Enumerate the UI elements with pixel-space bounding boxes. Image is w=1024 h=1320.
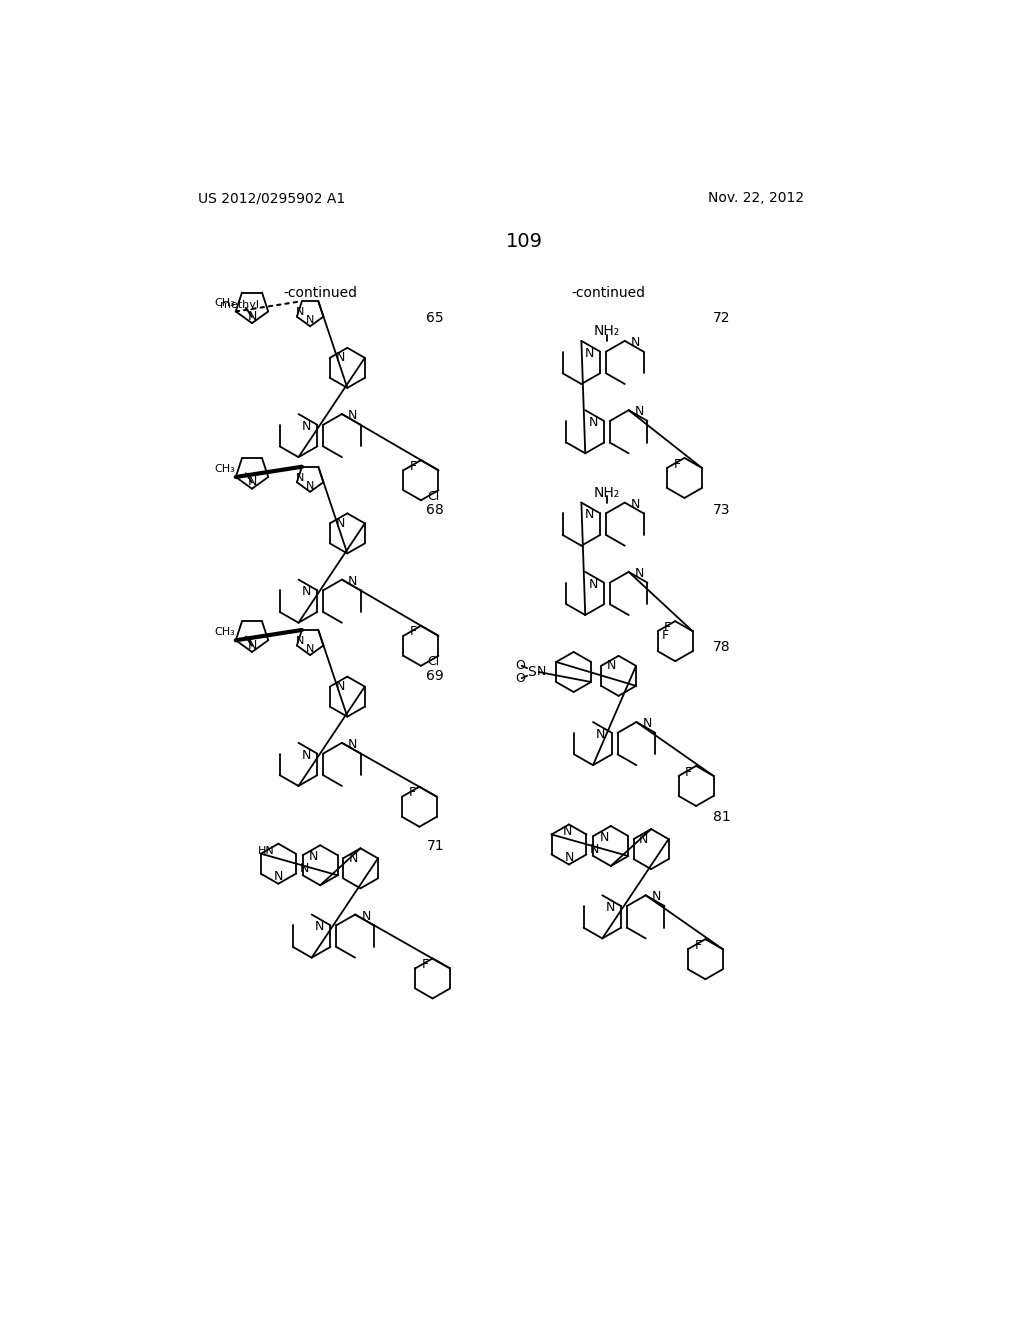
Text: N: N: [348, 574, 357, 587]
Text: F: F: [674, 458, 681, 471]
Text: N: N: [643, 717, 652, 730]
Text: N: N: [631, 335, 640, 348]
Text: N: N: [348, 409, 357, 422]
Text: N: N: [589, 416, 598, 429]
Text: O: O: [515, 672, 525, 685]
Text: CH₃: CH₃: [214, 627, 234, 638]
Text: -continued: -continued: [284, 286, 357, 300]
Text: Cl: Cl: [427, 490, 439, 503]
Text: HN: HN: [258, 846, 274, 855]
Text: N: N: [335, 517, 345, 529]
Text: N: N: [302, 748, 311, 762]
Text: N: N: [635, 405, 644, 418]
Text: N: N: [300, 862, 309, 875]
Text: F: F: [662, 628, 669, 642]
Text: N: N: [248, 639, 257, 652]
Text: F: F: [685, 766, 692, 779]
Text: CH₃: CH₃: [214, 298, 234, 308]
Text: N: N: [306, 315, 314, 325]
Text: NH₂: NH₂: [594, 323, 621, 338]
Text: Cl: Cl: [427, 656, 439, 668]
Text: N: N: [335, 680, 345, 693]
Text: N: N: [600, 832, 609, 843]
Text: N: N: [606, 659, 615, 672]
Text: N: N: [605, 902, 614, 915]
Text: CH₃: CH₃: [214, 463, 234, 474]
Text: F: F: [694, 939, 701, 952]
Text: N: N: [296, 308, 304, 317]
Text: 65: 65: [426, 310, 444, 325]
Text: N: N: [302, 420, 311, 433]
Text: NH₂: NH₂: [594, 486, 621, 499]
Text: 71: 71: [426, 840, 444, 853]
Text: N: N: [635, 566, 644, 579]
Text: N: N: [302, 585, 311, 598]
Text: N: N: [306, 644, 314, 653]
Text: N: N: [596, 727, 605, 741]
Text: 72: 72: [713, 310, 731, 325]
Text: N: N: [631, 498, 640, 511]
Text: US 2012/0295902 A1: US 2012/0295902 A1: [198, 191, 345, 206]
Text: F: F: [409, 787, 416, 800]
Text: N: N: [590, 842, 600, 855]
Text: N: N: [652, 890, 662, 903]
Text: N: N: [585, 508, 594, 521]
Text: N: N: [538, 665, 547, 678]
Text: N: N: [296, 473, 304, 483]
Text: N: N: [309, 850, 318, 863]
Text: 68: 68: [426, 503, 444, 517]
Text: F: F: [665, 620, 672, 634]
Text: 69: 69: [426, 669, 444, 682]
Text: N: N: [296, 636, 304, 645]
Text: F: F: [410, 459, 417, 473]
Text: N: N: [348, 851, 357, 865]
Text: 78: 78: [713, 640, 731, 655]
Text: Nov. 22, 2012: Nov. 22, 2012: [708, 191, 804, 206]
Text: N: N: [564, 851, 573, 865]
Text: 73: 73: [713, 503, 731, 517]
Text: N: N: [639, 833, 648, 846]
Text: -continued: -continued: [571, 286, 645, 300]
Text: N: N: [306, 480, 314, 491]
Text: S: S: [526, 665, 536, 678]
Text: N: N: [563, 825, 572, 838]
Text: methyl: methyl: [220, 300, 259, 310]
Text: N: N: [348, 738, 357, 751]
Text: F: F: [422, 958, 429, 972]
Text: F: F: [410, 626, 417, 639]
Text: N: N: [315, 920, 325, 933]
Text: N: N: [248, 475, 257, 488]
Text: 109: 109: [506, 232, 544, 251]
Text: N: N: [585, 347, 594, 360]
Text: N: N: [273, 870, 283, 883]
Text: N: N: [335, 351, 345, 364]
Text: 81: 81: [713, 809, 731, 824]
Text: O: O: [515, 659, 525, 672]
Text: N: N: [589, 578, 598, 591]
Text: N: N: [361, 909, 371, 923]
Text: N: N: [248, 310, 257, 323]
